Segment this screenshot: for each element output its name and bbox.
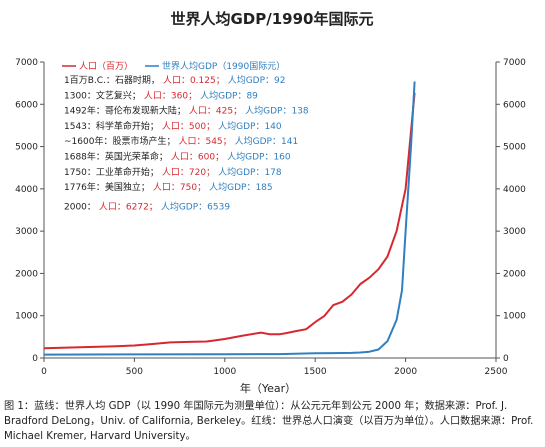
figure-caption: 图 1：蓝线：世界人均 GDP（以 1990 年国际元为测量单位）：从公元元年到… xyxy=(4,399,542,444)
y-tick-label-left: 6000 xyxy=(15,100,38,110)
annotation-population: 人口：720； xyxy=(162,167,215,178)
y-tick-label-left: 0 xyxy=(32,354,38,364)
annotation-gdp: 人均GDP：92 xyxy=(228,74,286,86)
y-tick-label-left: 4000 xyxy=(15,185,38,195)
annotation-gdp: 人均GDP：178 xyxy=(218,166,282,178)
y-tick-label-right: 4000 xyxy=(503,185,526,195)
x-tick-label: 1000 xyxy=(213,367,236,377)
caption-text: 图 1：蓝线：世界人均 GDP（以 1990 年国际元为测量单位）：从公元元年到… xyxy=(4,401,534,442)
y-tick-label-right: 0 xyxy=(503,354,509,364)
annotation-gdp: 人均GDP：6539 xyxy=(161,200,231,212)
legend-entry: 人口（百万） xyxy=(79,61,133,72)
annotation-event: 工业革命开始； xyxy=(96,166,159,178)
annotation-label: 1750： xyxy=(64,168,96,178)
y-tick-label-left: 1000 xyxy=(15,312,38,322)
annotation-label: 1688年： xyxy=(64,151,105,163)
chart: 世界人均GDP/1990年国际元 0 500 1000 1500 2000 2500 0 10… xyxy=(15,10,526,395)
x-tick-label: 2500 xyxy=(485,367,508,377)
annotation-event: 石器时期， xyxy=(115,74,160,86)
annotation-gdp: 人均GDP：185 xyxy=(209,181,273,193)
y-tick-label-left: 7000 xyxy=(15,58,38,68)
annotation-row: 1750：工业革命开始； 人口：720； 人均GDP：178 xyxy=(64,166,282,178)
y-tick-label-right: 2000 xyxy=(503,269,526,279)
annotation-population: 人口：545； xyxy=(178,136,231,147)
annotation-row: 1492年：哥伦布发现新大陆； 人口：425； 人均GDP：138 xyxy=(64,105,309,117)
series-layer xyxy=(43,81,416,356)
annotation-label: 1776年： xyxy=(64,181,105,193)
annotation-event: 美国独立； xyxy=(105,181,150,193)
annotation-label: 1百万B.C.： xyxy=(64,75,115,86)
annotation-label: 1492年： xyxy=(64,105,105,117)
x-tick-label: 1500 xyxy=(304,367,327,377)
annotation-row: 1543：科学革命开始； 人口：500； 人均GDP：140 xyxy=(64,120,282,132)
annotation-population: 人口：6272； xyxy=(99,201,158,212)
y-tick-label-left: 5000 xyxy=(15,143,38,153)
annotation-row: 1百万B.C.：石器时期， 人口：0.125； 人均GDP：92 xyxy=(64,74,286,86)
annotation-population: 人口：360； xyxy=(144,90,197,101)
annotation-label: 2000： xyxy=(64,202,96,212)
annotation-gdp: 人均GDP：138 xyxy=(245,105,309,117)
annotation-population: 人口：600； xyxy=(171,152,224,163)
annotation-population: 人口：750； xyxy=(153,182,206,193)
y-tick-label-right: 3000 xyxy=(503,227,526,237)
annotation-event: 文艺复兴； xyxy=(96,89,141,101)
series-line-population xyxy=(43,92,416,350)
y-tick-label-right: 6000 xyxy=(503,100,526,110)
y-tick-label-left: 3000 xyxy=(15,227,38,237)
axes: 0 500 1000 1500 2000 2500 0 1000 2000 3000 4000 500… xyxy=(15,58,526,377)
annotation-row: 1300：文艺复兴； 人口：360； 人均GDP：89 xyxy=(64,89,258,101)
annotation-population: 人口：0.125； xyxy=(163,75,225,86)
annotation-gdp: 人均GDP：160 xyxy=(227,151,291,163)
annotation-row: 1688年：英国光荣革命； 人口：600； 人均GDP：160 xyxy=(64,151,291,163)
y-tick-label-right: 1000 xyxy=(503,312,526,322)
series-line-gdp xyxy=(43,81,416,356)
annotation-event: 股票市场产生； xyxy=(112,135,175,147)
annotation-population: 人口：500； xyxy=(162,121,215,132)
annotation-population: 人口：425； xyxy=(189,106,242,117)
y-tick-label-right: 7000 xyxy=(503,58,526,68)
x-tick-label: 2000 xyxy=(394,367,417,377)
annotation-row: ~1600年：股票市场产生； 人口：545； 人均GDP：141 xyxy=(64,135,298,147)
x-tick-label: 500 xyxy=(126,367,143,377)
x-axis-label: 年（Year） xyxy=(240,381,296,395)
annotation-label: 1300： xyxy=(64,91,96,101)
y-tick-label-left: 2000 xyxy=(15,269,38,279)
legend-entry: 世界人均GDP（1990国际元） xyxy=(162,60,285,72)
annotation-label: ~1600年： xyxy=(64,135,112,147)
annotation-gdp: 人均GDP：89 xyxy=(200,89,258,101)
x-tick-label: 0 xyxy=(41,367,47,377)
y-tick-label-right: 5000 xyxy=(503,143,526,153)
annotation-event: 英国光荣革命； xyxy=(105,151,168,163)
chart-title: 世界人均GDP/1990年国际元 xyxy=(171,10,374,28)
annotation-row: 2000： 人口：6272； 人均GDP：6539 xyxy=(64,200,230,212)
annotation-event: 科学革命开始； xyxy=(96,120,159,132)
annotation-event: 哥伦布发现新大陆； xyxy=(105,105,186,117)
annotation-label: 1543： xyxy=(64,122,96,132)
legend: 人口（百万） 世界人均GDP（1990国际元） xyxy=(62,60,285,72)
annotation-gdp: 人均GDP：140 xyxy=(218,120,282,132)
annotation-row: 1776年：美国独立； 人口：750； 人均GDP：185 xyxy=(64,181,273,193)
annotation-block: 1百万B.C.：石器时期， 人口：0.125； 人均GDP：92 1300：文艺复兴；… xyxy=(64,74,309,212)
annotation-gdp: 人均GDP：141 xyxy=(235,135,299,147)
